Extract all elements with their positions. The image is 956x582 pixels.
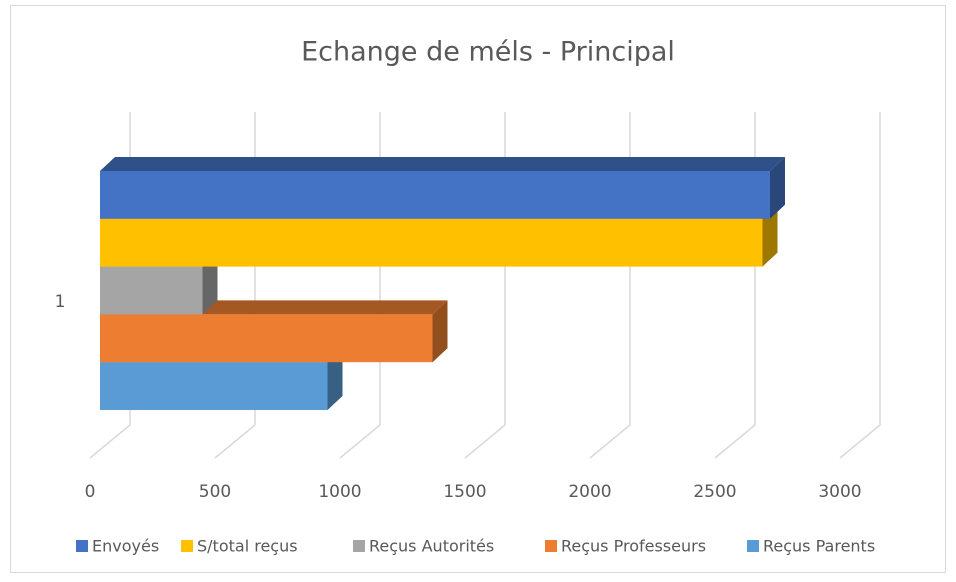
- x-tick-label: 3000: [818, 482, 861, 502]
- legend: Envoyés S/total reçus Reçus Autorités Reçus…: [76, 537, 875, 556]
- legend-label: Reçus Professeurs: [561, 537, 706, 556]
- grid-line: [839, 112, 881, 459]
- chart-title: Echange de méls - Principal: [301, 37, 675, 68]
- x-tick-label: 2500: [693, 482, 736, 502]
- legend-label: S/total reçus: [197, 537, 298, 556]
- bar-top: [100, 157, 785, 171]
- bar: [100, 362, 328, 410]
- legend-swatch: [747, 540, 759, 552]
- bar-side: [762, 204, 778, 267]
- bar: [100, 266, 203, 315]
- y-tick-label: 1: [55, 292, 66, 312]
- bars: [100, 157, 785, 410]
- legend-swatch: [181, 540, 193, 552]
- x-tick-label: 1000: [318, 482, 361, 502]
- legend-swatch: [545, 540, 557, 552]
- bar: [100, 314, 433, 363]
- bar-side: [770, 157, 785, 219]
- bar-side: [432, 300, 448, 363]
- bar: [100, 218, 763, 267]
- x-tick-label: 0: [85, 482, 96, 502]
- x-tick-label: 2000: [568, 482, 611, 502]
- x-tick-label: 1500: [443, 482, 486, 502]
- legend-label: Reçus Autorités: [369, 537, 494, 556]
- bar-side: [202, 252, 218, 315]
- legend-swatch: [76, 540, 88, 552]
- legend-label: Reçus Parents: [763, 537, 875, 556]
- bar-side: [327, 348, 343, 410]
- x-tick-label: 500: [199, 482, 231, 502]
- bar: [100, 171, 770, 219]
- legend-swatch: [353, 540, 365, 552]
- legend-label: Envoyés: [92, 537, 159, 556]
